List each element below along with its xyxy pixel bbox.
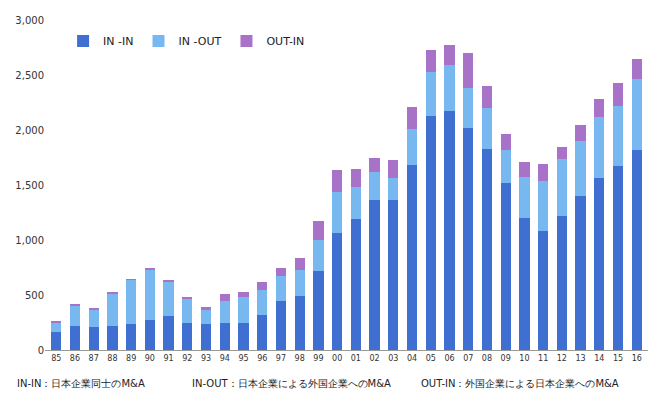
svg-text:89: 89 [126,354,136,363]
svg-text:02: 02 [369,354,379,363]
svg-text:93: 93 [201,354,211,363]
svg-text:OUT-IN：外国企業による日本企業へのM&A: OUT-IN：外国企業による日本企業へのM&A [421,378,619,389]
svg-text:08: 08 [482,354,492,363]
svg-text:98: 98 [295,354,305,363]
svg-text:14: 14 [594,354,604,363]
svg-text:88: 88 [107,354,117,363]
svg-text:15: 15 [613,354,623,363]
svg-text:OUT-IN: OUT-IN [266,35,304,48]
svg-text:500: 500 [25,290,44,301]
svg-text:0: 0 [38,345,44,356]
svg-text:03: 03 [388,354,398,363]
svg-text:11: 11 [538,354,548,363]
svg-text:07: 07 [463,354,473,363]
svg-text:1,500: 1,500 [15,180,44,191]
svg-text:16: 16 [632,354,642,363]
svg-text:IN -OUT: IN -OUT [179,35,222,48]
svg-text:3,000: 3,000 [15,15,44,26]
svg-text:13: 13 [575,354,585,363]
svg-text:12: 12 [557,354,567,363]
svg-text:97: 97 [276,354,286,363]
svg-text:99: 99 [313,354,323,363]
svg-text:01: 01 [351,354,361,363]
svg-text:IN -IN: IN -IN [103,35,133,48]
svg-text:95: 95 [238,354,248,363]
svg-text:06: 06 [444,354,454,363]
svg-text:94: 94 [220,354,230,363]
svg-text:09: 09 [501,354,511,363]
svg-text:IN-IN：日本企業同士のM&A: IN-IN：日本企業同士のM&A [17,378,145,389]
svg-text:96: 96 [257,354,267,363]
svg-text:04: 04 [407,354,417,363]
svg-text:00: 00 [332,354,342,363]
svg-text:92: 92 [182,354,192,363]
svg-text:2,000: 2,000 [15,125,44,136]
svg-text:1,000: 1,000 [15,235,44,246]
svg-text:85: 85 [51,354,61,363]
svg-text:10: 10 [519,354,529,363]
svg-text:86: 86 [70,354,80,363]
svg-text:IN-OUT：日本企業による外国企業へのM&A: IN-OUT：日本企業による外国企業へのM&A [192,378,391,389]
svg-text:05: 05 [426,354,436,363]
svg-text:2,500: 2,500 [15,70,44,81]
svg-text:87: 87 [89,354,99,363]
svg-text:91: 91 [164,354,174,363]
svg-text:90: 90 [145,354,155,363]
